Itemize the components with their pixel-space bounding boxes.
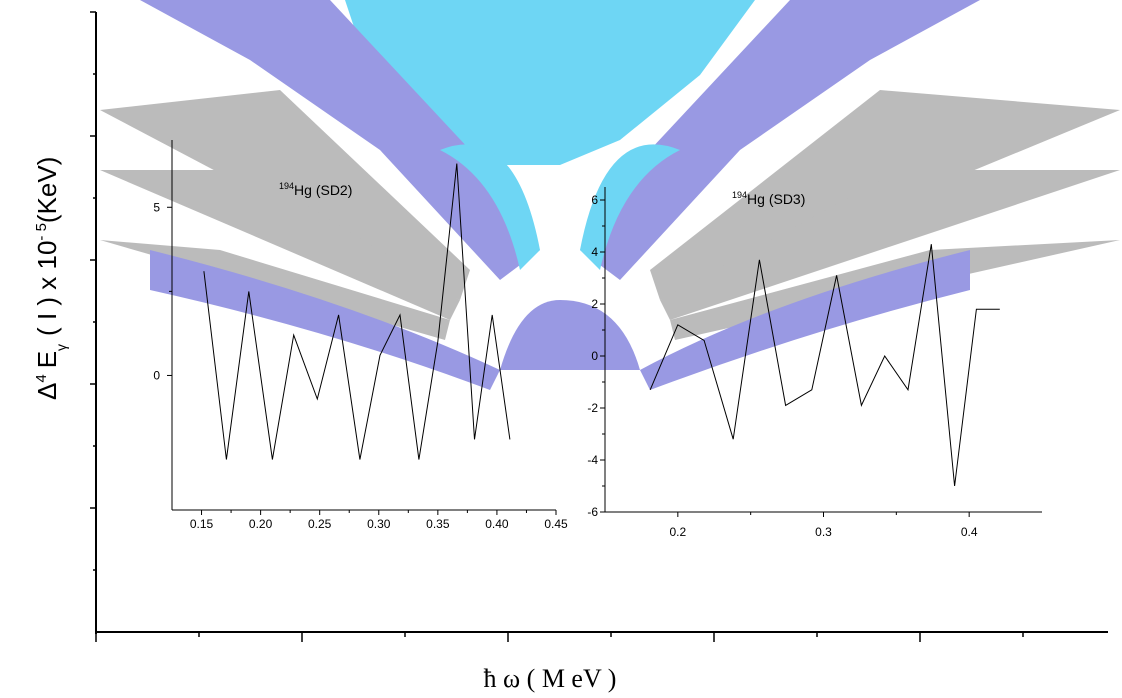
watermark-logo [100, 0, 1120, 390]
y-label-delta: Δ [32, 383, 62, 400]
watermark-lavender-band-right [640, 250, 970, 390]
chart-sd3-y-tick-label: 0 [591, 349, 598, 363]
y-label-four: 4 [33, 374, 50, 382]
watermark-center-dome [500, 300, 640, 370]
chart-sd3-y-tick-label: -4 [587, 453, 598, 467]
chart-sd3-series-line [649, 244, 1000, 487]
y-label-e: E [32, 351, 62, 368]
watermark-lavender-right [580, 0, 980, 280]
svg-text:Δ4Eγ( I ) x 10- 5(KeV): Δ4 Eγ ( I ) x 10- 5(KeV) [32, 157, 69, 400]
chart-sd2-y-tick-label: 0 [153, 368, 160, 382]
chart-sd2-x-tick-label: 0.30 [367, 517, 391, 531]
y-label-gamma: γ [53, 344, 69, 351]
chart-sd2: 194Hg (SD2) 0.15 0.20 0.25 0.30 0.35 0.40 0.45… [153, 140, 568, 531]
outer-x-label: ħ ω ( M eV ) [484, 664, 617, 693]
watermark-cyan-top [345, 0, 755, 165]
outer-y-label: Δ4 Eγ ( I ) x 10- 5(KeV) [32, 157, 69, 400]
chart-sd3-y-tick-label: -2 [587, 401, 598, 415]
watermark-lavender-left [140, 0, 540, 280]
chart-sd2-title-sup: 194 [279, 181, 294, 191]
chart-sd3: 194Hg (SD3) 0.2 0.3 0.4 -6 -4 -2 0 2 4 6 [587, 187, 1042, 539]
chart-sd3-title: 194Hg (SD3) [732, 190, 805, 207]
chart-sd3-y-tick-label: 4 [591, 245, 598, 259]
chart-sd2-x-tick-label: 0.25 [308, 517, 332, 531]
chart-sd3-title-main: Hg (SD3) [747, 191, 805, 207]
chart-sd3-y-tick-label: 2 [591, 297, 598, 311]
chart-sd3-y-tick-label: 6 [591, 193, 598, 207]
chart-sd2-title-main: Hg (SD2) [294, 182, 352, 198]
watermark-gray-left-2 [100, 170, 460, 320]
chart-sd2-x-tick-label: 0.40 [485, 517, 509, 531]
outer-axes [90, 11, 1108, 642]
chart-sd2-series-line [203, 163, 511, 460]
chart-sd3-title-sup: 194 [732, 190, 747, 200]
y-label-i: ( I ) x 10 [32, 241, 62, 336]
watermark-cyan-left-wing [440, 144, 540, 270]
chart-sd3-x-tick-label: 0.3 [815, 525, 832, 539]
chart-sd2-y-tick-label: 5 [153, 200, 160, 214]
chart-sd2-title: 194Hg (SD2) [279, 181, 352, 198]
watermark-gray-right-2 [660, 170, 1120, 320]
chart-sd2-x-tick-label: 0.35 [426, 517, 450, 531]
chart-sd2-x-tick-label: 0.15 [190, 517, 214, 531]
y-label-unit: (KeV) [32, 157, 62, 223]
watermark-lavender-band-left [150, 250, 500, 390]
outer-x-ticks [95, 632, 1024, 642]
chart-sd2-x-tick-label: 0.20 [249, 517, 273, 531]
chart-sd2-x-tick-label: 0.45 [544, 517, 568, 531]
chart-sd3-x-tick-label: 0.4 [961, 525, 978, 539]
y-label-exponent: - 5 [33, 223, 50, 241]
chart-sd3-x-tick-label: 0.2 [669, 525, 686, 539]
outer-y-ticks [90, 11, 96, 571]
chart-sd3-y-tick-label: -6 [587, 505, 598, 519]
